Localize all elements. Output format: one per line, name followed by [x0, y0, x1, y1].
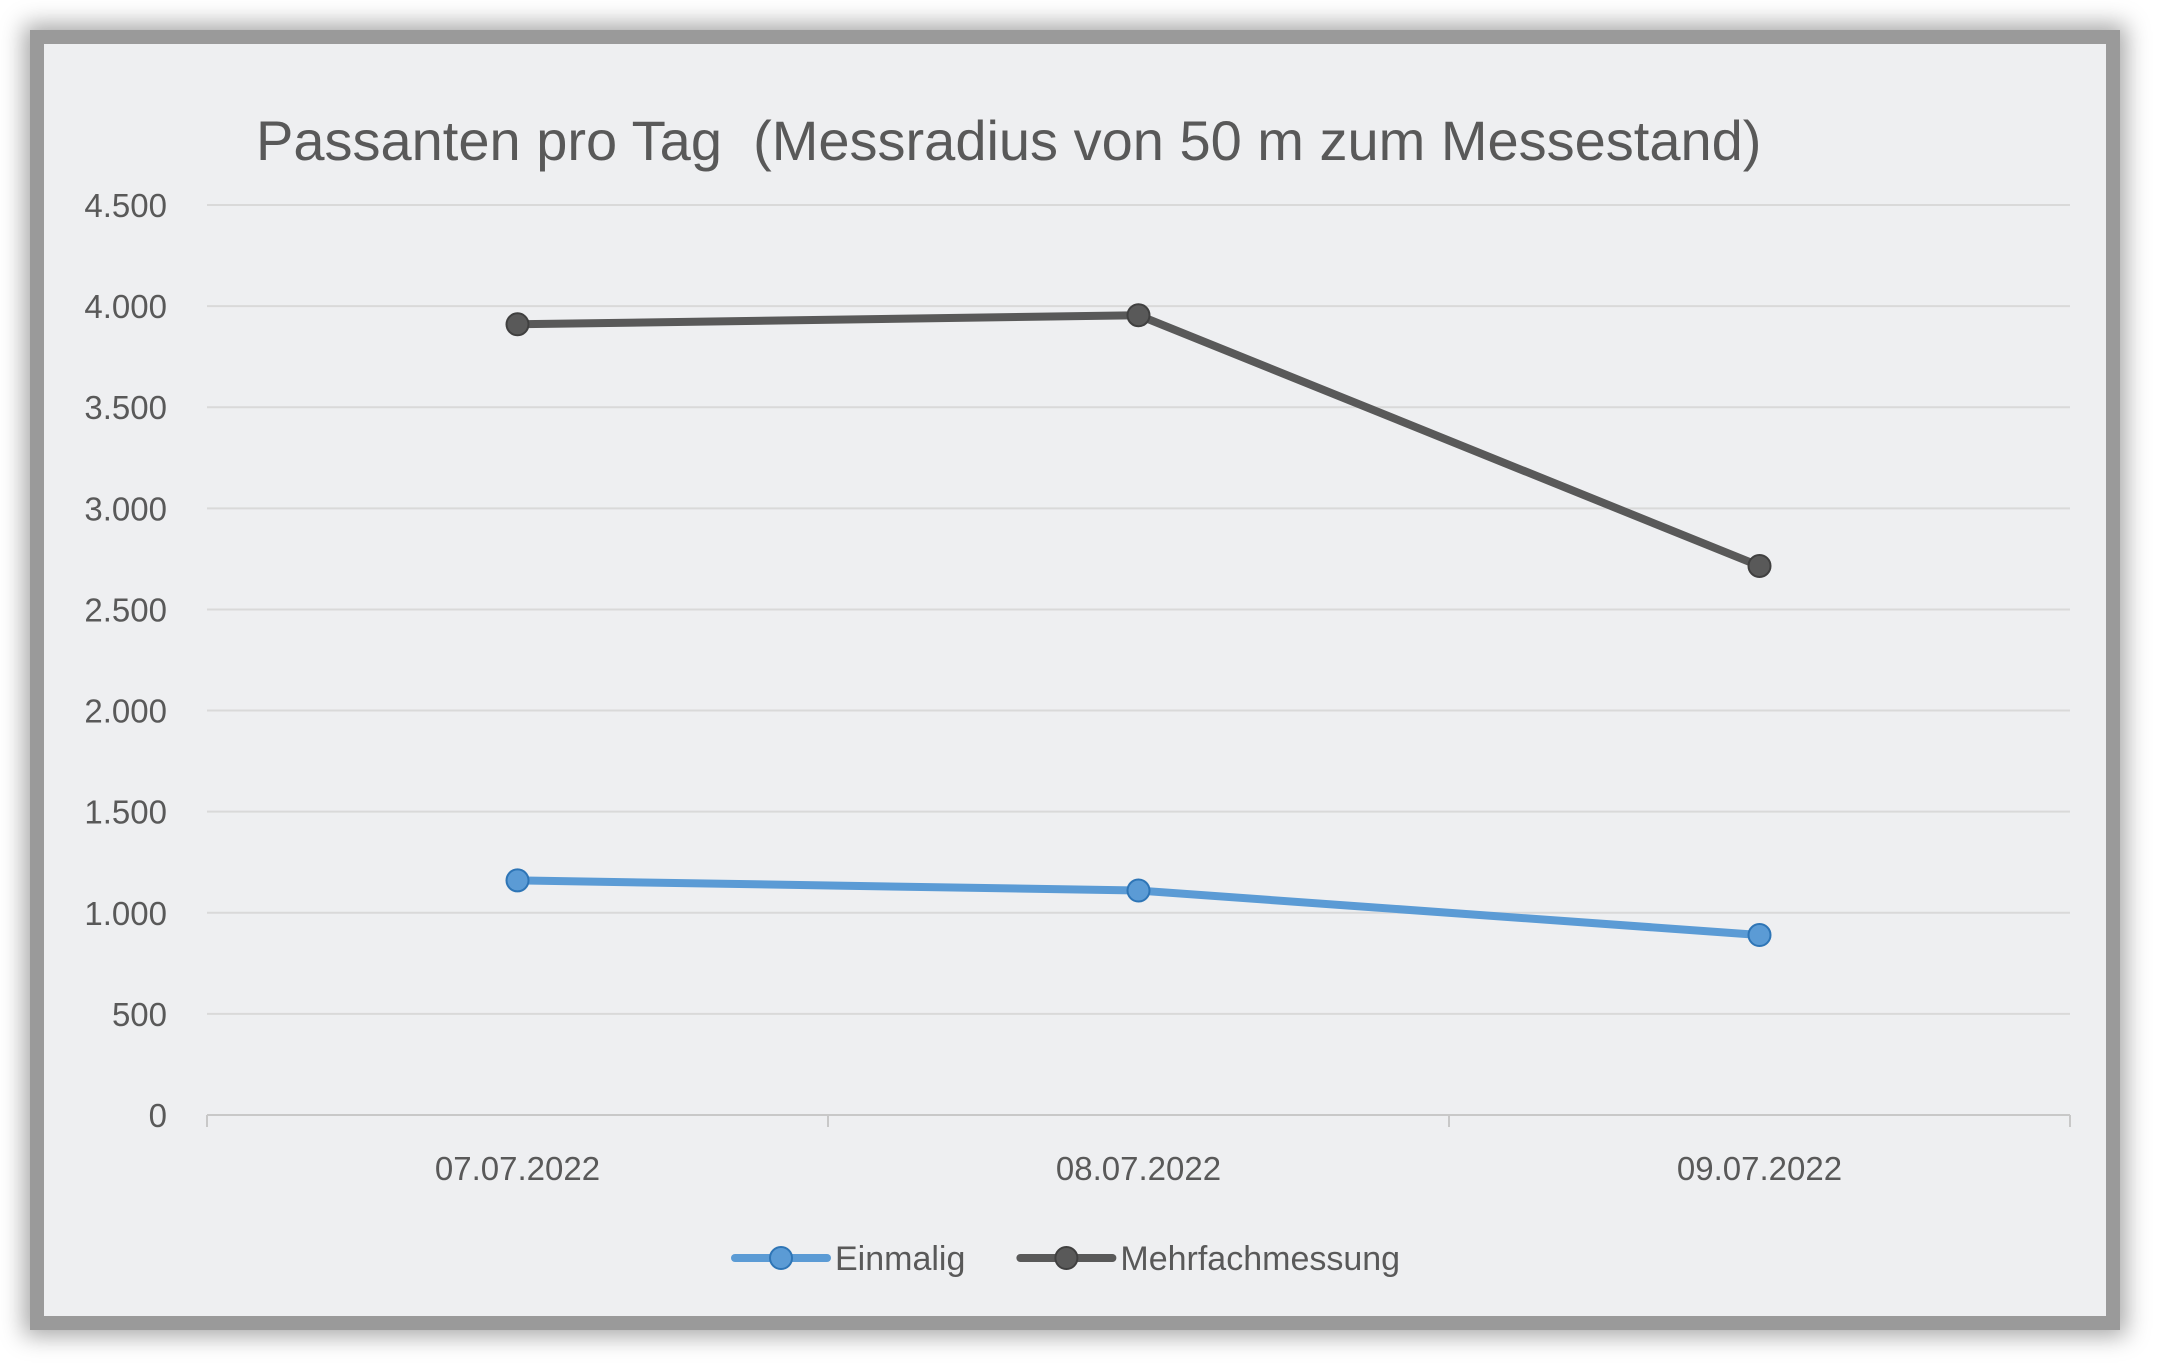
- legend-item: Mehrfachmessung: [1016, 1240, 1400, 1278]
- y-tick-label: 4.000: [84, 288, 167, 325]
- x-axis-tick-labels: 07.07.2022 08.07.2022 09.07.2022: [435, 1150, 1842, 1187]
- series-einmalig: [505, 868, 1772, 948]
- legend-item: Einmalig: [731, 1240, 965, 1278]
- data-point: [1126, 878, 1151, 903]
- y-tick-label: 3.500: [84, 389, 167, 426]
- legend: Einmalig Mehrfachmessung: [731, 1240, 1400, 1278]
- legend-marker: [1054, 1246, 1079, 1270]
- y-tick-label: 2.500: [84, 591, 167, 628]
- x-tick-label: 09.07.2022: [1677, 1150, 1842, 1187]
- x-axis: [206, 1114, 2071, 1127]
- data-point: [1126, 303, 1151, 328]
- legend-marker: [769, 1246, 793, 1270]
- y-tick-label: 2.000: [84, 693, 167, 730]
- y-tick-label: 1.000: [84, 895, 167, 932]
- legend-label: Mehrfachmessung: [1120, 1240, 1400, 1278]
- data-point: [505, 868, 530, 893]
- chart-frame: [30, 30, 2120, 1330]
- data-point: [1747, 923, 1772, 948]
- x-tick-label: 08.07.2022: [1056, 1150, 1221, 1187]
- y-tick-label: 0: [149, 1097, 167, 1134]
- y-tick-label: 4.500: [84, 187, 167, 224]
- series-line: [513, 311, 1764, 570]
- y-tick-label: 1.500: [84, 794, 167, 831]
- y-tick-label: 500: [112, 996, 167, 1033]
- x-tick-label: 07.07.2022: [435, 1150, 600, 1187]
- series-mehrfachmessung: [505, 303, 1772, 578]
- data-point: [505, 312, 530, 337]
- y-tick-label: 3.000: [84, 490, 167, 527]
- data-point: [1747, 553, 1772, 578]
- y-axis-tick-labels: 0 500 1.000 1.500 2.000 2.500 3.000 3.500 4.000 4…: [84, 187, 167, 1134]
- series-lines: [505, 303, 1772, 948]
- legend-label: Einmalig: [835, 1240, 965, 1278]
- chart-title: Passanten pro Tag (Messradius von 50 m z…: [256, 109, 1761, 172]
- gridlines: [207, 204, 2070, 1015]
